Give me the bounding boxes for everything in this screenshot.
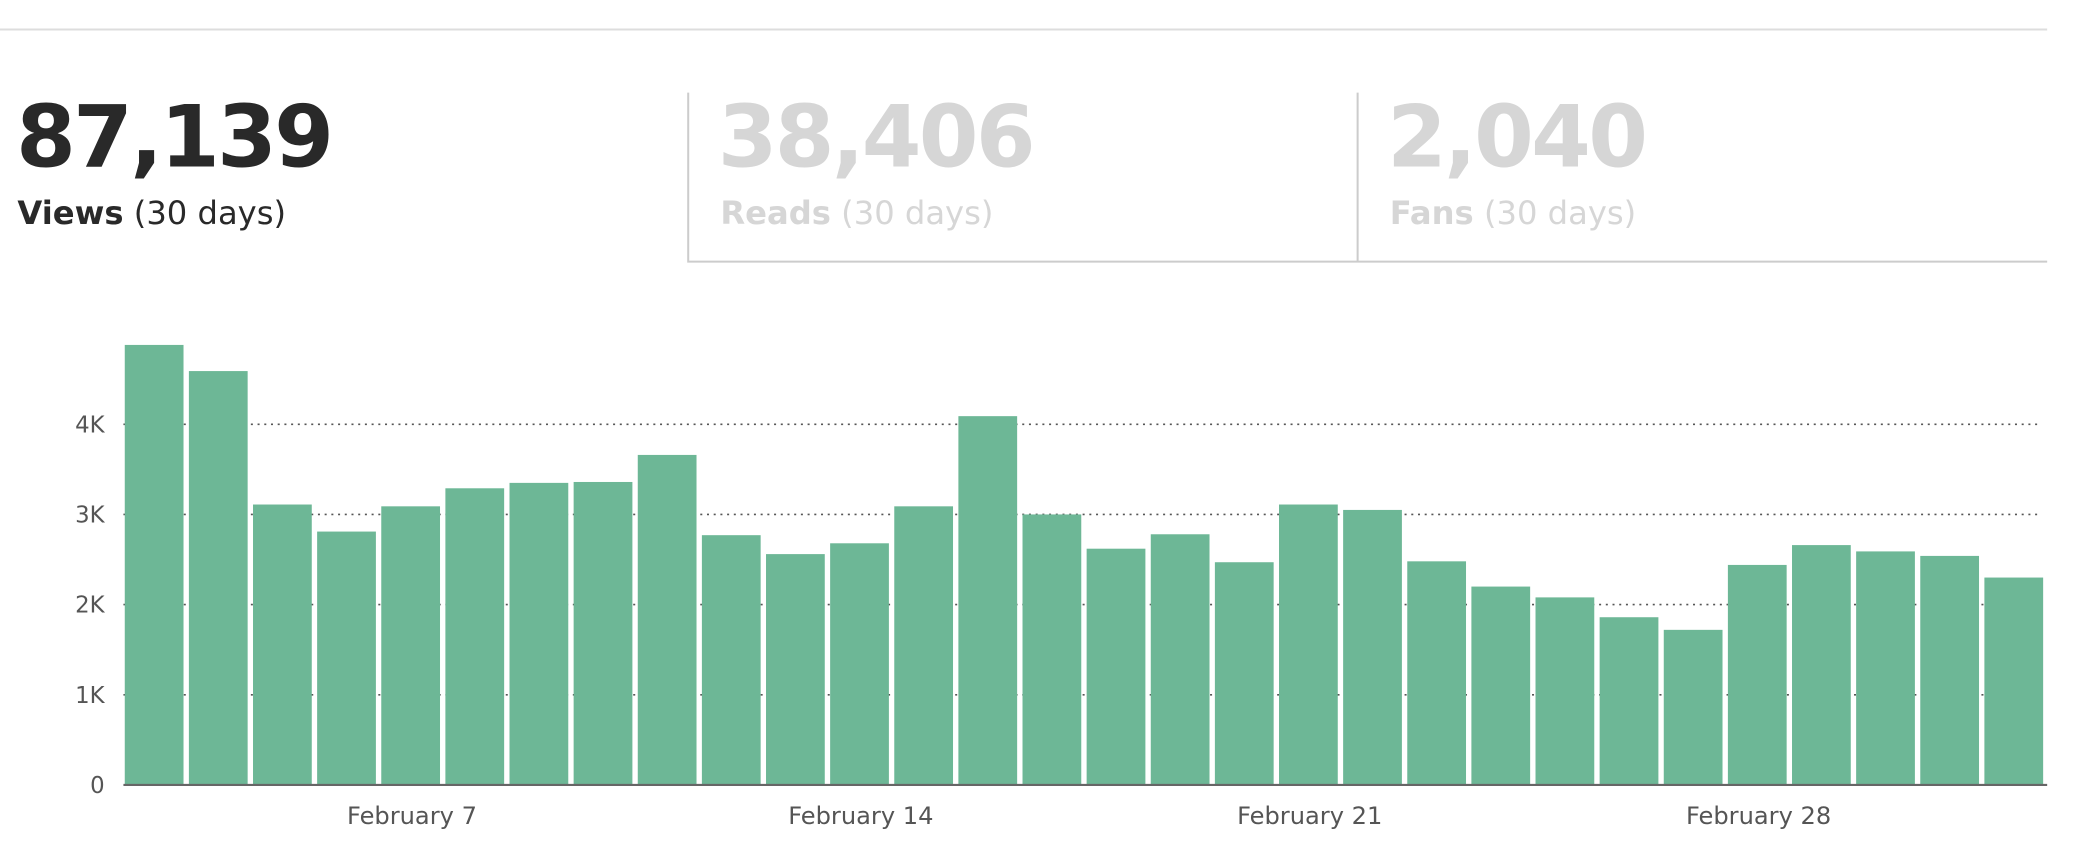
x-tick-label: February 7: [347, 802, 477, 830]
fans-tab[interactable]: 2,040 Fans (30 days): [1387, 87, 1648, 232]
bar: [124, 344, 184, 785]
stat-value: 2,040: [1387, 87, 1645, 187]
bar: [188, 371, 248, 785]
bar: [1599, 617, 1659, 785]
stat-name: Reads: [720, 194, 831, 232]
y-tick-label: 3K: [75, 502, 106, 528]
stat-value: 87,139: [16, 87, 331, 187]
x-tick-label: February 14: [788, 802, 933, 830]
stat-name: Fans: [1390, 194, 1474, 232]
bar: [317, 531, 376, 785]
bar: [253, 504, 312, 785]
y-tick-label: 4K: [75, 412, 106, 438]
stat-period: (30 days): [841, 194, 993, 232]
bar: [1279, 504, 1338, 785]
bar: [1150, 534, 1210, 785]
stat-value: 38,406: [718, 87, 1033, 187]
chart: 0 1K 2K 3K 4K February 7 February 14 February 2…: [75, 344, 2048, 830]
bar: [1343, 509, 1402, 785]
y-tick-label: 0: [90, 773, 105, 799]
stat-period: (30 days): [134, 194, 286, 232]
bar: [1471, 586, 1531, 785]
bar: [1792, 545, 1851, 785]
bar: [766, 554, 825, 785]
reads-tab[interactable]: 38,406 Reads (30 days): [718, 87, 1036, 232]
bar: [1214, 562, 1274, 785]
bar: [1407, 561, 1467, 785]
bar: [573, 481, 633, 785]
views-tab[interactable]: 87,139 Views (30 days): [16, 87, 334, 232]
bar: [1920, 555, 1980, 785]
stat-period: (30 days): [1484, 194, 1636, 232]
stat-name: Views: [17, 194, 123, 232]
y-tick-label: 1K: [75, 683, 106, 709]
stat-label: Reads (30 days): [720, 194, 993, 232]
bar: [445, 488, 505, 785]
bar: [1727, 564, 1787, 785]
bar: [1663, 629, 1723, 785]
x-tick-label: February 28: [1686, 802, 1831, 830]
bar: [1022, 514, 1082, 785]
bar: [958, 416, 1018, 785]
bar: [1984, 577, 2044, 785]
bar: [1856, 551, 1915, 785]
bar: [1535, 597, 1595, 785]
bar: [381, 506, 441, 785]
bar: [830, 543, 889, 785]
bar: [701, 535, 761, 785]
bar: [637, 454, 697, 785]
tab-borders: [687, 92, 2048, 263]
stat-label: Fans (30 days): [1390, 194, 1636, 232]
bar: [509, 482, 569, 785]
bar: [894, 506, 954, 785]
y-tick-label: 2K: [75, 593, 106, 619]
bar: [1086, 548, 1146, 785]
stat-label: Views (30 days): [17, 194, 286, 232]
x-tick-label: February 21: [1237, 802, 1382, 830]
